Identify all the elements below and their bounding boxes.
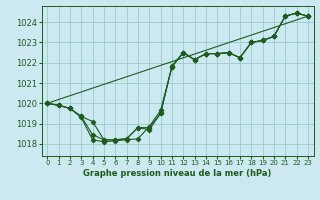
- X-axis label: Graphe pression niveau de la mer (hPa): Graphe pression niveau de la mer (hPa): [84, 169, 272, 178]
